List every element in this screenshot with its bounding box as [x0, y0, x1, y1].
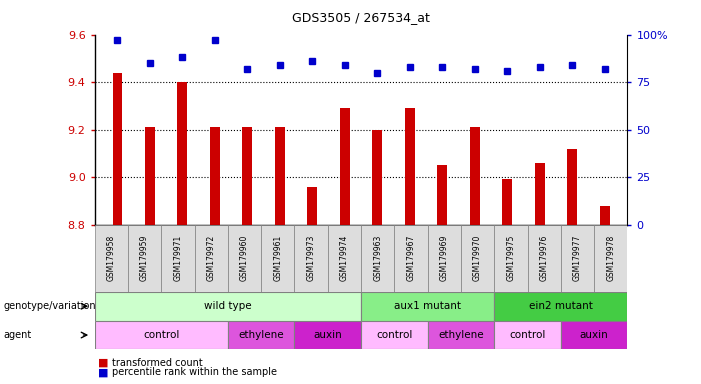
Bar — [535, 163, 545, 225]
Text: GSM179978: GSM179978 — [606, 235, 615, 281]
Bar — [494, 225, 527, 292]
Text: percentile rank within the sample: percentile rank within the sample — [112, 367, 277, 377]
Text: control: control — [510, 330, 545, 340]
Bar — [161, 225, 195, 292]
Bar — [528, 225, 561, 292]
Text: GSM179960: GSM179960 — [240, 235, 249, 281]
Text: GSM179969: GSM179969 — [440, 235, 449, 281]
Bar — [494, 321, 561, 349]
Text: GSM179958: GSM179958 — [107, 235, 116, 281]
Text: GSM179959: GSM179959 — [140, 235, 149, 281]
Bar — [494, 292, 627, 321]
Bar — [228, 225, 261, 292]
Bar — [177, 82, 187, 225]
Bar — [361, 292, 494, 321]
Bar — [95, 225, 128, 292]
Bar — [275, 127, 285, 225]
Bar — [561, 225, 594, 292]
Bar — [461, 225, 494, 292]
Text: auxin: auxin — [580, 330, 608, 340]
Text: control: control — [143, 330, 179, 340]
Bar — [600, 206, 610, 225]
Bar — [327, 225, 361, 292]
Bar — [95, 321, 228, 349]
Text: ein2 mutant: ein2 mutant — [529, 301, 593, 311]
Text: ■: ■ — [98, 358, 109, 368]
Text: GSM179976: GSM179976 — [540, 235, 549, 281]
Bar — [372, 130, 382, 225]
Bar — [437, 165, 447, 225]
Text: GSM179973: GSM179973 — [306, 235, 315, 281]
Bar — [428, 321, 494, 349]
Text: ■: ■ — [98, 367, 109, 377]
Bar — [261, 225, 294, 292]
Bar — [228, 321, 294, 349]
Bar — [594, 225, 627, 292]
Bar — [561, 321, 627, 349]
Text: GSM179977: GSM179977 — [573, 235, 582, 281]
Bar — [405, 108, 414, 225]
Text: GSM179972: GSM179972 — [207, 235, 216, 281]
Text: GSM179971: GSM179971 — [173, 235, 182, 281]
Bar — [470, 127, 479, 225]
Text: GSM179975: GSM179975 — [506, 235, 515, 281]
Text: ethylene: ethylene — [238, 330, 284, 340]
Bar — [308, 187, 317, 225]
Bar — [294, 225, 328, 292]
Text: GDS3505 / 267534_at: GDS3505 / 267534_at — [292, 12, 430, 25]
Bar — [567, 149, 577, 225]
Text: GSM179961: GSM179961 — [273, 235, 283, 281]
Text: control: control — [376, 330, 412, 340]
Text: GSM179974: GSM179974 — [340, 235, 349, 281]
Text: auxin: auxin — [313, 330, 342, 340]
Bar — [394, 225, 428, 292]
Bar — [361, 321, 428, 349]
Bar — [210, 127, 219, 225]
Text: GSM179963: GSM179963 — [373, 235, 382, 281]
Text: ethylene: ethylene — [438, 330, 484, 340]
Text: wild type: wild type — [204, 301, 252, 311]
Text: agent: agent — [4, 330, 32, 340]
Text: aux1 mutant: aux1 mutant — [394, 301, 461, 311]
Bar — [340, 108, 350, 225]
Text: GSM179967: GSM179967 — [407, 235, 416, 281]
Bar — [112, 73, 122, 225]
Bar — [195, 225, 228, 292]
Text: GSM179970: GSM179970 — [473, 235, 482, 281]
Text: transformed count: transformed count — [112, 358, 203, 368]
Bar — [503, 179, 512, 225]
Bar — [428, 225, 461, 292]
Bar — [294, 321, 361, 349]
Bar — [145, 127, 155, 225]
Bar — [243, 127, 252, 225]
Bar — [95, 292, 361, 321]
Bar — [128, 225, 161, 292]
Text: genotype/variation: genotype/variation — [4, 301, 96, 311]
Bar — [361, 225, 394, 292]
